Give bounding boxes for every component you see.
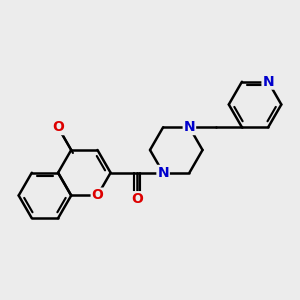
- Text: O: O: [52, 120, 64, 134]
- Text: N: N: [184, 120, 195, 134]
- Text: O: O: [92, 188, 104, 203]
- Text: N: N: [157, 166, 169, 180]
- Text: O: O: [131, 192, 143, 206]
- Text: N: N: [262, 75, 274, 89]
